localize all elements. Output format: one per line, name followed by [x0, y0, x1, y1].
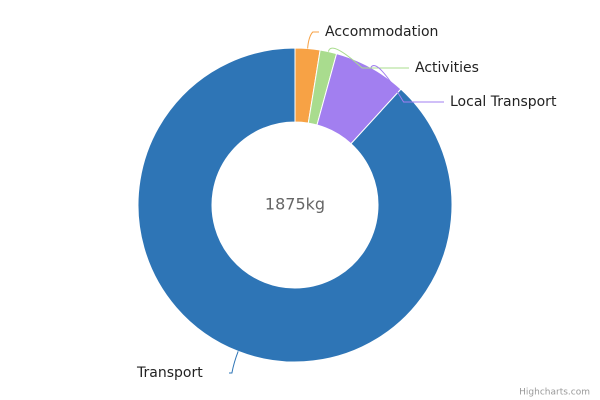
slice-label: Activities — [415, 60, 479, 76]
connector — [307, 31, 319, 49]
slice-label: Accommodation — [325, 24, 438, 40]
credits: Highcharts.com — [519, 388, 590, 398]
connector — [370, 65, 444, 103]
slice-label: Local Transport — [450, 94, 557, 110]
center-label: 1875kg — [265, 195, 325, 214]
connector — [229, 351, 239, 374]
slice — [137, 47, 453, 363]
slice-label: Transport — [136, 365, 203, 381]
labels: Accommodation Activities Local Transport Tr… — [136, 24, 557, 381]
connector — [327, 47, 409, 69]
slices — [137, 47, 453, 363]
